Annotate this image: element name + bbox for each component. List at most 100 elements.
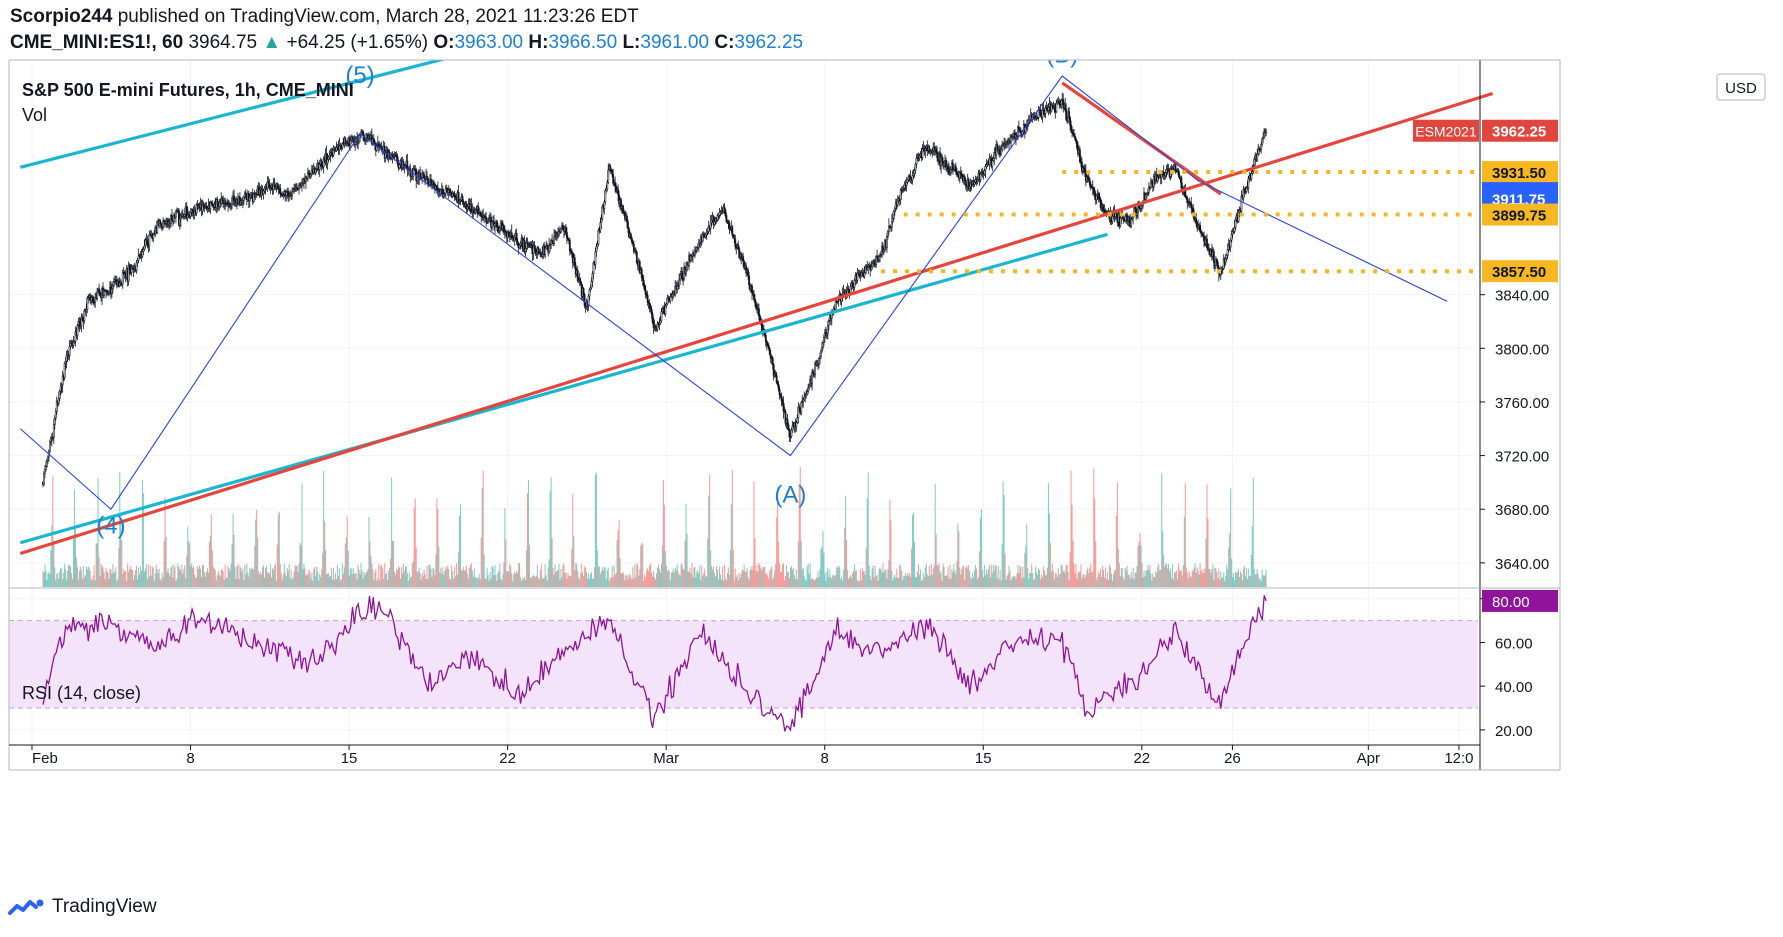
volume-bar [751,570,753,587]
volume-bar [81,578,83,587]
volume-bar [1020,567,1022,587]
candle-body [491,221,493,228]
volume-bar [397,566,400,587]
volume-bar [1110,573,1113,587]
volume-bar [559,579,561,587]
volume-bar [204,576,207,587]
candle-body [244,192,247,196]
time-tick-label: 26 [1224,750,1241,767]
volume-bar [804,578,806,587]
rsi-pane [9,595,1478,733]
volume-bar [319,573,321,587]
author-name[interactable]: Scorpio244 [10,6,113,27]
volume-bar [1076,578,1078,587]
volume-bar [106,571,108,587]
volume-bar [1148,569,1150,587]
volume-bar [291,579,293,587]
volume-bar [877,580,879,587]
volume-bar [235,578,237,587]
volume-bar [981,569,984,587]
volume-bar [634,564,636,587]
volume-bar [59,571,61,587]
volume-bar [534,577,536,587]
time-axis[interactable]: Feb 8 15 22 Mar 8 15 22 26 Apr 12:0 [31,745,1474,767]
price-tag-box [1482,160,1558,183]
volume-bar [470,563,472,587]
tradingview-logo[interactable]: TradingView [8,896,157,918]
volume-bar [114,571,116,587]
volume-bar [1084,577,1086,587]
volume-bar [774,571,776,587]
volume-bar [784,576,787,587]
volume-bar [666,571,668,587]
volume-bar [421,572,423,587]
volume-bar [601,567,603,587]
volume-bar [681,564,683,587]
volume-bar [475,578,477,587]
volume-bar [55,580,57,587]
volume-bar [1192,570,1194,587]
candle-body [1195,218,1198,224]
candle-body [291,190,294,196]
volume-bar [551,537,553,587]
volume-bar [946,575,948,587]
wave-label: (5) [345,62,374,89]
candle-body [607,169,610,183]
volume-bar [1167,568,1169,587]
volume-bar [688,572,690,587]
volume-bar [136,579,139,587]
volume-bar [311,573,313,587]
price-tick-label: 3720.00 [1495,449,1549,466]
volume-bar [494,565,496,587]
symbol-name[interactable]: CME_MINI:ES1!, 60 [10,32,184,53]
volume-bar [371,563,373,587]
candle-body [335,147,338,151]
volume-bar [228,568,230,587]
time-tick-label: 22 [1133,750,1150,767]
rsi-value-tag [1482,589,1558,612]
volume-bar [668,571,670,587]
volume-bar [206,568,208,587]
volume-bar [584,566,586,587]
volume-bar [1124,567,1126,587]
volume-bar [335,579,337,587]
chart-canvas[interactable]: (4)(5)(A)(B) 3640.003680.003720.003760.0… [0,0,1783,890]
candle-body [727,220,730,224]
volume-bar [975,568,978,587]
candle-body [83,310,86,322]
volume-bar [1143,570,1145,587]
currency-button[interactable]: USD [1716,73,1766,101]
candle-body [724,209,727,216]
volume-bar [1077,573,1079,587]
volume-bar [1060,564,1062,587]
candle-body [913,170,916,175]
volume-bar [194,574,196,587]
volume-bar [680,563,682,587]
volume-bar [394,574,397,587]
candle-body [734,238,737,247]
volume-bar [434,574,436,587]
candle-body [988,157,991,165]
volume-bar [353,574,355,587]
volume-bar [553,574,555,587]
volume-bar [122,573,124,587]
volume-bar [445,566,447,587]
price-axis[interactable]: 3640.003680.003720.003760.003800.003840.… [1480,288,1549,740]
volume-bar [1212,564,1214,587]
volume-bar [850,577,853,587]
volume-label: Vol [22,105,47,125]
volume-bar [636,563,638,587]
candle-body [742,256,745,262]
volume-bar [499,563,501,587]
volume-bar [670,572,672,587]
volume-bar [433,568,435,587]
volume-bar [412,560,414,587]
volume-bar [715,576,717,587]
volume-bar [600,571,602,587]
volume-bar [566,578,568,587]
volume-bar [156,569,158,587]
candle-body [893,208,896,212]
volume-bar [868,565,870,587]
volume-bar [717,579,720,587]
volume-bar [1042,566,1045,587]
